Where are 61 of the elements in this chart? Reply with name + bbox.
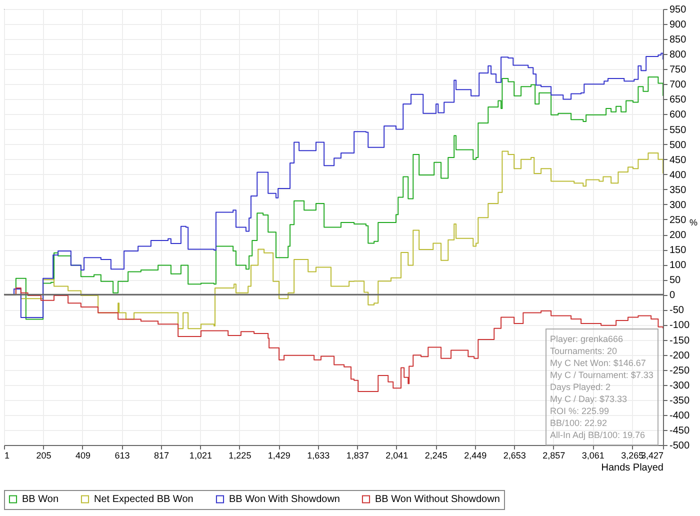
x-tick-label: 1 xyxy=(4,450,10,460)
y-tick-label: -250 xyxy=(670,365,690,376)
x-tick-label: 1,837 xyxy=(346,450,369,460)
annotation: BB/100: 22.92 xyxy=(550,418,608,428)
x-axis-title: Hands Played xyxy=(601,462,664,474)
y-tick-label: 100 xyxy=(670,260,687,272)
y-tick-label: 400 xyxy=(670,170,687,181)
x-tick-label: 2,857 xyxy=(542,450,566,460)
x-tick-label: 1,225 xyxy=(228,450,252,460)
y-tick-label: 200 xyxy=(670,230,687,242)
y-tick-label: 900 xyxy=(670,20,687,31)
annotation: My C Net Won: $146.67 xyxy=(550,358,646,368)
annotation: Player: grenka666 xyxy=(550,334,624,344)
legend-label: BB Won Without Showdown xyxy=(375,494,500,506)
y-tick-label: 700 xyxy=(670,80,687,91)
y-tick-label: 0 xyxy=(670,290,676,302)
y-tick-label: 950 xyxy=(670,4,687,16)
x-tick-label: 1,633 xyxy=(307,450,330,460)
annotation: ROI %: 225.99 xyxy=(550,406,610,416)
y-tick-label: -100 xyxy=(670,320,690,332)
y-tick-label: 850 xyxy=(670,34,687,46)
x-tick-label: 2,449 xyxy=(464,450,487,460)
y-tick-label: -400 xyxy=(670,410,690,422)
y-tick-label: 150 xyxy=(670,245,687,256)
x-tick-label: 1,021 xyxy=(189,450,212,460)
legend-label: BB Won xyxy=(22,494,58,506)
x-tick-label: 2,245 xyxy=(424,450,448,460)
y-tick-label: 600 xyxy=(670,110,687,121)
legend-label: BB Won With Showdown xyxy=(229,494,340,506)
y-tick-label: 450 xyxy=(670,154,687,166)
x-tick-label: 2,041 xyxy=(386,450,408,460)
legend-label: Net Expected BB Won xyxy=(94,494,194,506)
y-tick-label: 650 xyxy=(670,94,687,106)
y-tick-label: -500 xyxy=(670,440,690,452)
y-tick-label: -150 xyxy=(670,335,690,346)
y-tick-label: 550 xyxy=(670,124,687,136)
annotation: All-In Adj BB/100: 19.76 xyxy=(550,430,646,440)
annotation: Tournaments: 20 xyxy=(550,346,618,356)
y-tick-label: 800 xyxy=(670,50,687,61)
y-tick-label: 300 xyxy=(670,200,687,211)
y-tick-label: 500 xyxy=(670,140,687,151)
y-tick-label: 250 xyxy=(670,214,687,226)
y-tick-label: 350 xyxy=(670,184,687,196)
y-axis-title: % xyxy=(690,218,698,228)
x-tick-label: 2,653 xyxy=(503,450,526,460)
annotation: My C / Day: $73.33 xyxy=(550,394,628,404)
y-tick-label: -50 xyxy=(670,305,684,316)
x-tick-label: 613 xyxy=(114,450,130,460)
y-tick-label: -200 xyxy=(670,350,690,362)
y-tick-label: -350 xyxy=(670,395,690,406)
annotation: Days Played: 2 xyxy=(550,382,611,392)
x-tick-label: 1,429 xyxy=(268,450,290,460)
y-tick-label: 750 xyxy=(670,64,687,76)
x-tick-label: 817 xyxy=(154,450,169,460)
x-tick-label: 3,061 xyxy=(582,450,604,460)
y-tick-label: -300 xyxy=(670,380,690,392)
x-tick-label: 409 xyxy=(75,450,90,460)
annotation: My C / Tournament: $7.33 xyxy=(550,370,654,380)
y-tick-label: -450 xyxy=(670,425,690,436)
x-tick-label: 205 xyxy=(36,450,52,460)
y-tick-label: 50 xyxy=(670,275,682,286)
